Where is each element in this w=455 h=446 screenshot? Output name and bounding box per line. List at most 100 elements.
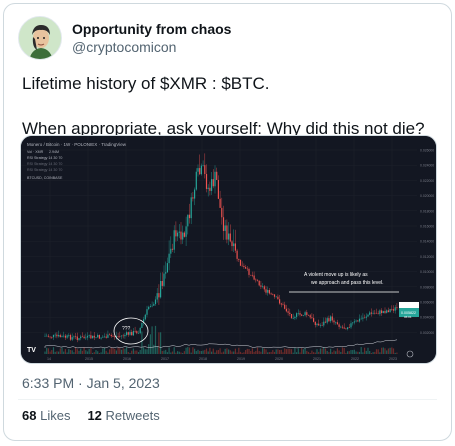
candle-body <box>55 335 56 336</box>
candle-body <box>391 309 392 310</box>
candle-body <box>150 306 151 307</box>
volume-bar <box>140 350 141 354</box>
candle-body <box>259 281 260 286</box>
volume-bar <box>56 351 57 354</box>
candle-body <box>344 328 345 329</box>
volume-bar <box>174 347 175 354</box>
candle-body <box>390 309 391 312</box>
avatar[interactable] <box>18 16 62 60</box>
volume-bar <box>90 348 91 354</box>
candle-body <box>388 310 389 312</box>
y-tick-label: 0.016000 <box>420 225 434 229</box>
question-mark-label: ??? <box>122 326 131 332</box>
price-tag-level <box>399 302 419 308</box>
volume-bar <box>85 350 86 354</box>
volume-bar <box>131 351 132 354</box>
candle-body <box>289 313 290 314</box>
candle-body <box>323 322 324 326</box>
retweets-stat[interactable]: 12 Retweets <box>87 408 159 423</box>
candle-body <box>274 294 275 296</box>
candle-body <box>73 336 74 337</box>
display-name[interactable]: Opportunity from chaos <box>72 20 231 38</box>
tradingview-logo: TV <box>27 347 36 354</box>
candle-body <box>301 315 302 316</box>
candle-body <box>350 323 351 327</box>
volume-bar <box>277 349 278 354</box>
volume-bar <box>169 347 170 354</box>
price-chart: Monero / Bitcoin · 1W · POLONIEX · Tradi… <box>21 136 437 364</box>
candle-body <box>170 249 171 254</box>
candle-body <box>169 254 170 263</box>
y-tick-label: 0.018000 <box>420 209 434 213</box>
candle-body <box>131 332 132 335</box>
volume-bar <box>396 353 397 354</box>
volume-bar <box>337 348 338 354</box>
candle-body <box>220 199 221 208</box>
tweet-timestamp[interactable]: 6:33 PM · Jan 5, 2023 <box>22 375 160 391</box>
volume-bar <box>243 352 244 354</box>
y-tick-label: 0.008000 <box>420 285 434 289</box>
candle-body <box>337 322 338 324</box>
candle-body <box>165 272 166 273</box>
volume-bar <box>192 347 193 354</box>
likes-count: 68 <box>22 408 36 423</box>
volume-bar <box>97 351 98 354</box>
candle-body <box>172 249 173 250</box>
volume-bar <box>143 347 144 354</box>
candle-body <box>112 336 113 337</box>
candle-body <box>262 286 263 287</box>
candle-body <box>214 172 215 186</box>
candle-body <box>276 297 277 298</box>
candle-body <box>291 314 292 318</box>
candle-body <box>252 275 253 276</box>
user-handle[interactable]: @cryptocomicon <box>72 38 231 56</box>
volume-bar <box>112 348 113 354</box>
divider <box>18 399 437 400</box>
candle-body <box>196 172 197 190</box>
candle-body <box>72 337 73 339</box>
candle-body <box>225 225 226 231</box>
candle-body <box>179 232 180 233</box>
candle-body <box>293 318 294 319</box>
candle-body <box>152 306 153 307</box>
candle-body <box>199 168 200 174</box>
volume-bar <box>104 347 105 354</box>
volume-bar <box>194 349 195 354</box>
volume-bar <box>160 332 161 354</box>
candle-body <box>361 319 362 320</box>
volume-bar <box>114 349 115 354</box>
indicator-btcusd: BTCUSD, COINBASE <box>27 176 63 180</box>
tweet-media-chart[interactable]: Monero / Bitcoin · 1W · POLONIEX · Tradi… <box>20 135 437 364</box>
volume-bar <box>354 350 355 354</box>
candle-body <box>264 286 265 289</box>
candle-body <box>60 335 61 337</box>
volume-bar <box>318 352 319 354</box>
volume-bar <box>357 352 358 354</box>
candle-body <box>63 336 64 337</box>
x-tick-label: 2022 <box>351 357 359 361</box>
candle-body <box>184 233 185 237</box>
volume-bar <box>366 351 367 354</box>
volume-bar <box>187 347 188 354</box>
y-tick-label: 0.002000 <box>420 331 434 335</box>
candle-body <box>221 208 222 217</box>
volume-bar <box>46 348 47 354</box>
volume-bar <box>80 349 81 354</box>
y-tick-label: 0.012000 <box>420 255 434 259</box>
volume-bar <box>92 353 93 354</box>
candle-body <box>206 174 207 189</box>
candle-body <box>310 315 311 317</box>
volume-bar <box>172 352 173 354</box>
volume-bar <box>350 350 351 354</box>
volume-bar <box>293 353 294 354</box>
candle-body <box>248 269 249 275</box>
indicator-rsi-1: RSI Strategy 14 30 70 <box>27 156 62 160</box>
likes-stat[interactable]: 68 Likes <box>22 408 70 423</box>
x-tick-label: 2021 <box>313 357 321 361</box>
volume-bar <box>167 352 168 354</box>
volume-bar <box>310 353 311 354</box>
candle-body <box>325 322 326 323</box>
candle-body <box>311 317 312 318</box>
volume-bar <box>359 352 360 354</box>
volume-bar <box>345 353 346 354</box>
